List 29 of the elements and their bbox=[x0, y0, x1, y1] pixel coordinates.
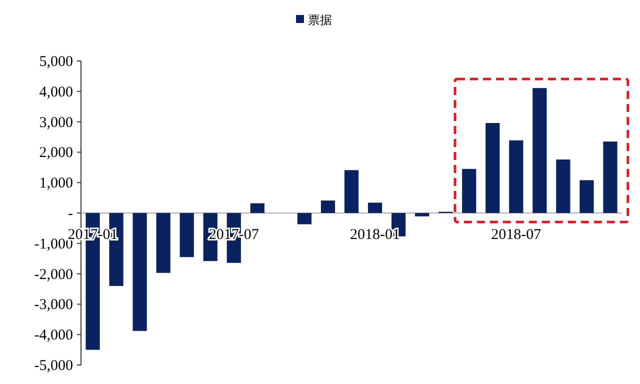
bar bbox=[368, 202, 382, 213]
bar bbox=[462, 168, 476, 213]
bar bbox=[156, 213, 170, 273]
bar bbox=[344, 170, 359, 213]
y-tick-label: 4,000 bbox=[39, 84, 73, 100]
bar bbox=[132, 213, 147, 331]
x-tick-label: 2018-01 bbox=[350, 227, 400, 243]
bar bbox=[297, 213, 312, 224]
bar bbox=[556, 159, 570, 213]
bar bbox=[532, 88, 547, 213]
y-tick-label: 2,000 bbox=[39, 145, 73, 162]
bar bbox=[509, 140, 524, 213]
y-tick-label: 5,000 bbox=[39, 54, 73, 70]
y-tick-label: -3,000 bbox=[34, 297, 73, 314]
bar bbox=[486, 123, 500, 213]
y-tick-label: -5,000 bbox=[34, 358, 73, 374]
bar bbox=[580, 180, 594, 213]
y-tick-label: - bbox=[68, 206, 73, 222]
y-tick-label: -4,000 bbox=[34, 328, 73, 344]
y-tick-label: 1,000 bbox=[39, 176, 73, 192]
y-tick-label: 3,000 bbox=[39, 114, 73, 131]
bar bbox=[320, 200, 336, 213]
y-tick-label: -2,000 bbox=[34, 266, 73, 283]
x-tick-label: 2018-07 bbox=[491, 227, 542, 243]
bar bbox=[250, 203, 264, 213]
legend-label: 票据 bbox=[308, 13, 332, 27]
bar bbox=[415, 213, 430, 216]
bar bbox=[603, 142, 618, 213]
bar bbox=[180, 213, 194, 258]
